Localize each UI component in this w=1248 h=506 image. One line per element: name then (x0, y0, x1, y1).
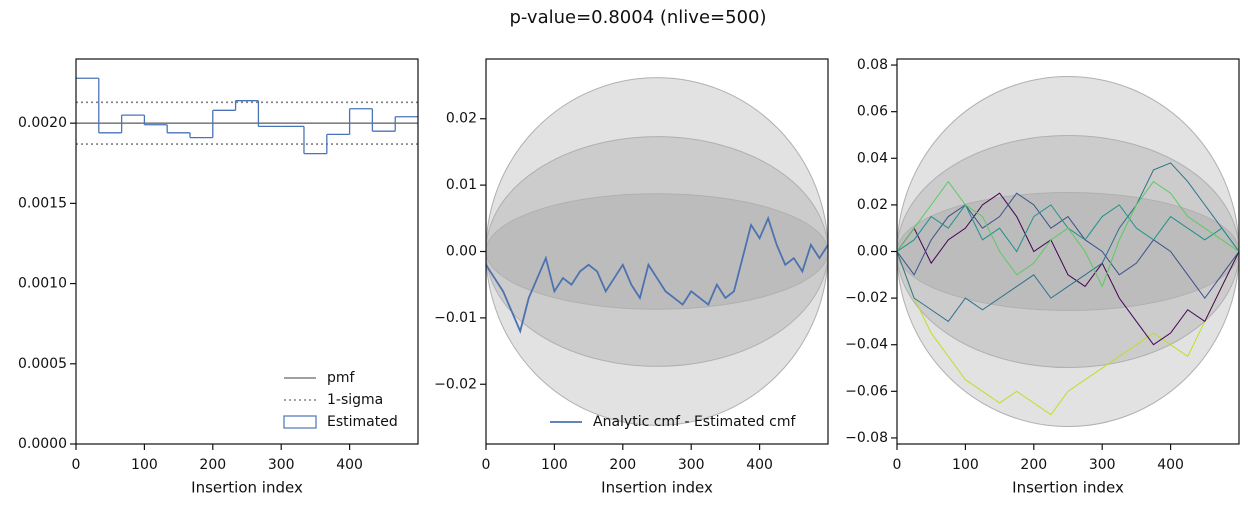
sigma-band (896, 192, 1240, 311)
x-tick-label: 300 (1089, 457, 1116, 473)
y-tick-label: 0.0005 (18, 356, 67, 372)
y-tick-label: 0.0015 (18, 195, 67, 211)
x-tick-label: 0 (893, 457, 902, 473)
y-tick-label: −0.01 (434, 310, 477, 326)
x-axis-label: Insertion index (1012, 479, 1124, 497)
y-tick-label: −0.08 (845, 430, 888, 446)
x-tick-label: 0 (72, 457, 81, 473)
x-tick-label: 200 (199, 457, 226, 473)
x-tick-label: 400 (746, 457, 773, 473)
y-tick-label: −0.04 (845, 337, 888, 353)
x-tick-label: 100 (131, 457, 158, 473)
series-line (896, 192, 1240, 299)
x-tick-label: 400 (336, 457, 363, 473)
y-tick-label: 0.04 (857, 150, 888, 166)
legend-label: 1-sigma (327, 392, 383, 408)
series-line (896, 180, 1240, 288)
series-line (896, 192, 1240, 346)
x-tick-label: 300 (678, 457, 705, 473)
x-tick-label: 300 (268, 457, 295, 473)
legend-label: Estimated (327, 414, 398, 430)
y-tick-label: 0.01 (446, 177, 477, 193)
x-tick-label: 400 (1157, 457, 1184, 473)
legend-swatch (283, 415, 317, 429)
y-tick-label: 0.06 (857, 104, 888, 120)
x-tick-label: 200 (1020, 457, 1047, 473)
x-tick-label: 0 (482, 457, 491, 473)
sigma-band (485, 193, 829, 310)
series-line (485, 215, 829, 334)
y-tick-label: 0.0000 (18, 436, 67, 452)
figure-title: p-value=0.8004 (nlive=500) (509, 7, 766, 28)
y-tick-label: 0.0020 (18, 115, 67, 131)
axes-frame (75, 58, 419, 445)
x-tick-label: 100 (952, 457, 979, 473)
y-tick-label: −0.06 (845, 383, 888, 399)
y-tick-label: 0.02 (857, 197, 888, 213)
x-tick-label: 100 (541, 457, 568, 473)
y-tick-label: −0.02 (434, 376, 477, 392)
y-tick-label: −0.02 (845, 290, 888, 306)
series-line (896, 162, 1240, 323)
series-line (896, 251, 1240, 416)
y-tick-label: 0.08 (857, 57, 888, 73)
x-axis-label: Insertion index (601, 479, 713, 497)
x-tick-label: 200 (609, 457, 636, 473)
x-axis-label: Insertion index (191, 479, 303, 497)
y-tick-label: 0.00 (446, 244, 477, 260)
legend-label: Analytic cmf - Estimated cmf (593, 414, 796, 430)
y-tick-label: 0.02 (446, 111, 477, 127)
legend-label: pmf (327, 370, 356, 386)
y-tick-label: 0.0010 (18, 276, 67, 292)
y-tick-label: 0.00 (857, 244, 888, 260)
